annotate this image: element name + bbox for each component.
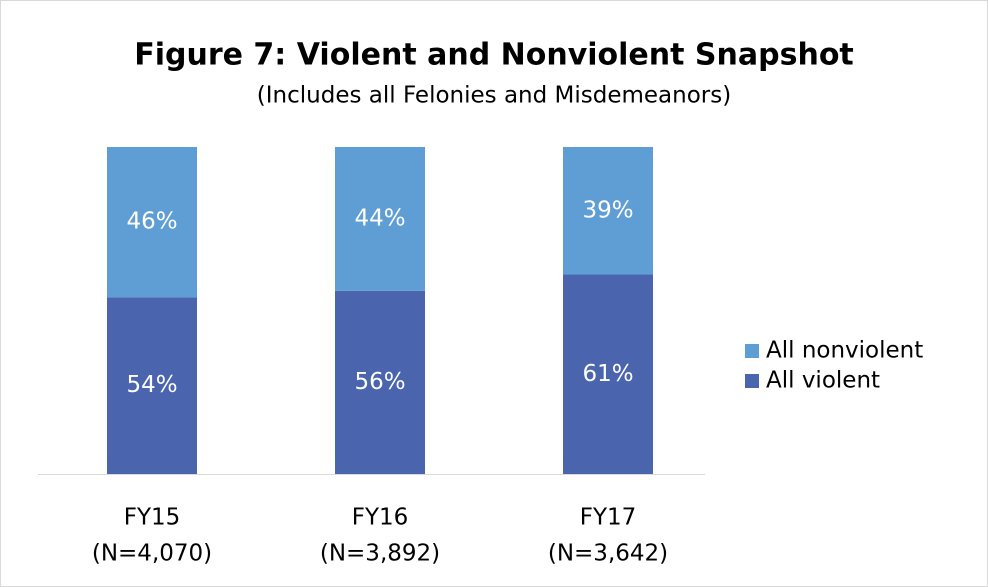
x-tick-label: (N=4,070) xyxy=(92,541,212,567)
data-label: 61% xyxy=(582,361,633,387)
data-label: 39% xyxy=(582,197,633,223)
bar-segment xyxy=(107,147,197,298)
data-label: 54% xyxy=(126,372,177,398)
data-label: 44% xyxy=(354,205,405,231)
chart-subtitle: (Includes all Felonies and Misdemeanors) xyxy=(257,83,731,109)
chart-title: Figure 7: Violent and Nonviolent Snapsho… xyxy=(134,38,854,73)
x-tick-label: FY15 xyxy=(124,505,181,531)
bar-segment xyxy=(335,290,425,474)
legend-swatch xyxy=(745,344,759,358)
x-tick-label: FY16 xyxy=(352,505,409,531)
bar-segment xyxy=(563,147,653,275)
x-tick-label: (N=3,892) xyxy=(320,541,440,567)
legend-label: All violent xyxy=(766,368,880,394)
legend-label: All nonviolent xyxy=(766,338,923,364)
legend-swatch xyxy=(745,374,759,388)
bar-segment xyxy=(107,297,197,474)
data-label: 56% xyxy=(354,369,405,395)
bar-segment xyxy=(563,274,653,474)
data-label: 46% xyxy=(126,209,177,235)
x-tick-label: (N=3,642) xyxy=(548,541,668,567)
bar-segment xyxy=(335,147,425,291)
x-tick-label: FY17 xyxy=(580,505,637,531)
